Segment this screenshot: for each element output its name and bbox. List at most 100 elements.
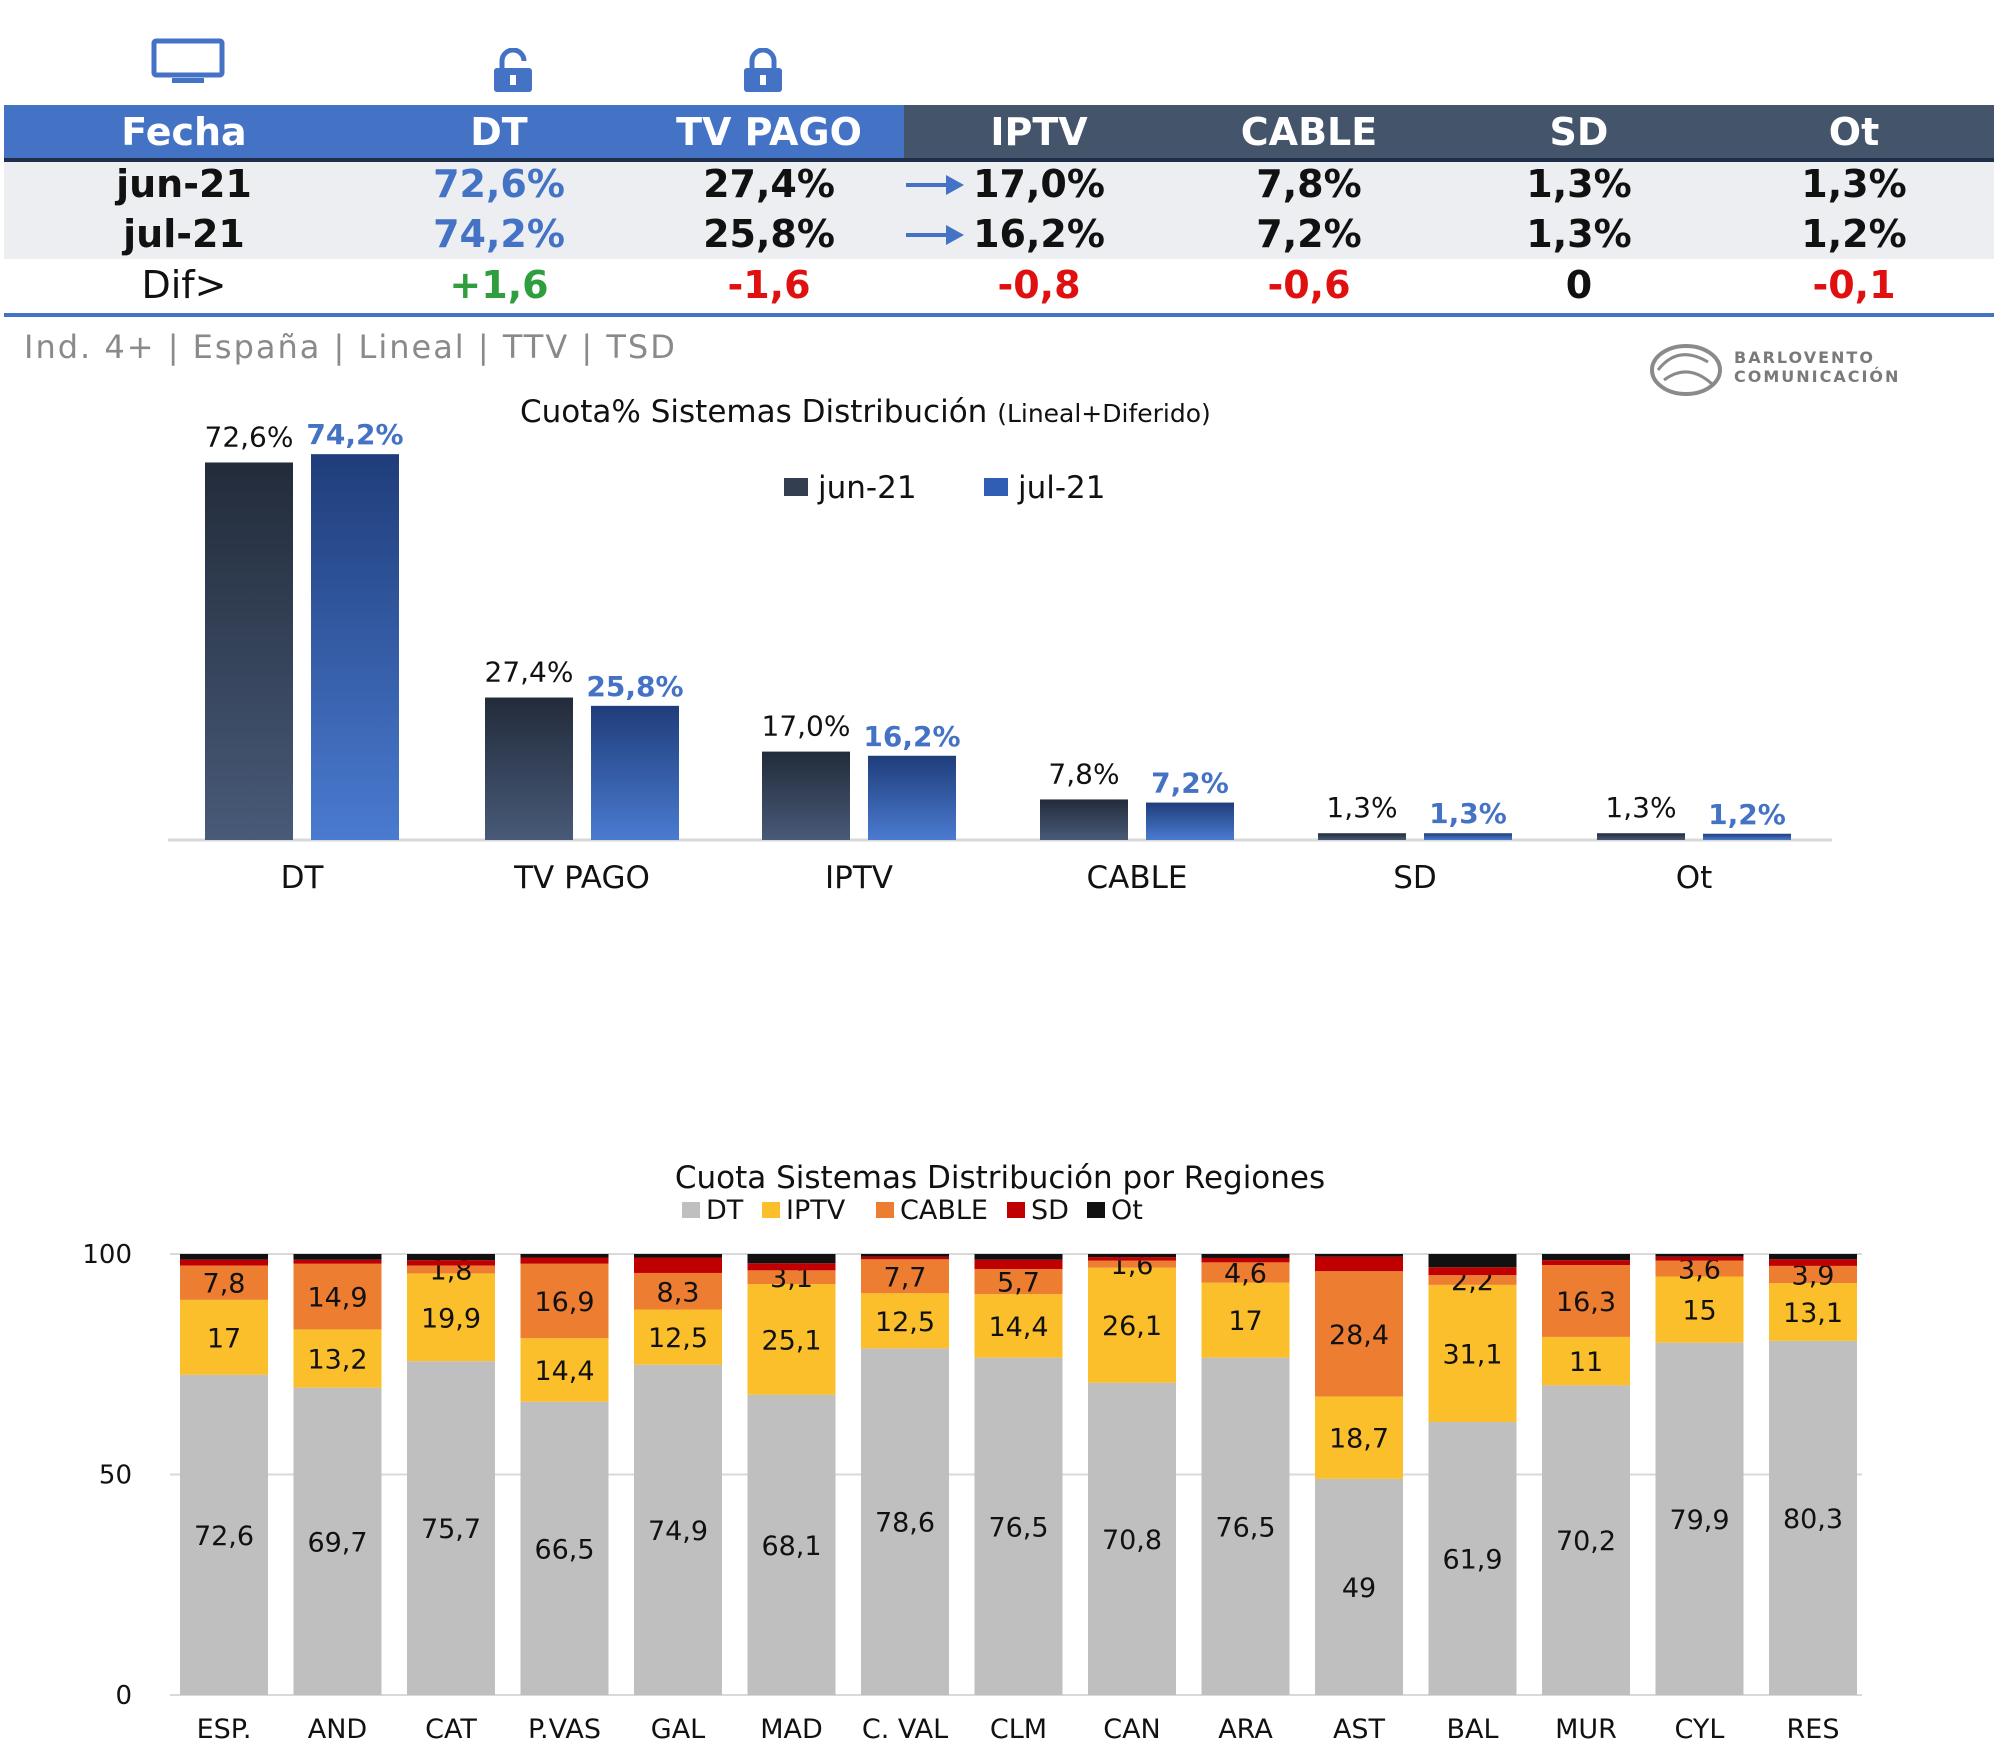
segment-IPTV-BAL: [1428, 1284, 1517, 1423]
segment-label-DT-CAN: 70,8: [1102, 1525, 1162, 1556]
cell-cable: 7,2%: [1174, 209, 1444, 259]
segment-label-IPTV-MAD: 25,1: [761, 1325, 821, 1356]
segment-CABLE-P.VAS: [520, 1263, 609, 1339]
segment-label-IPTV-C. VAL: 12,5: [875, 1307, 935, 1338]
segment-CABLE-CLM: [974, 1268, 1063, 1295]
category-label-CABLE: CABLE: [1087, 860, 1188, 896]
segment-label-DT-CAT: 75,7: [421, 1514, 481, 1545]
segment-label-IPTV-AND: 13,2: [307, 1345, 367, 1376]
data-label-jul-21-TV PAGO: 25,8%: [586, 670, 683, 703]
header-cable: CABLE: [1174, 105, 1444, 159]
cell-fecha: jul-21: [4, 209, 364, 259]
segment-SD-AND: [293, 1259, 382, 1264]
segment-CABLE-CYL: [1655, 1260, 1744, 1277]
segment-IPTV-ARA: [1201, 1282, 1290, 1358]
tv-icon: [151, 38, 225, 83]
segment-SD-CYL: [1655, 1256, 1744, 1261]
segment-label-DT-ESP.: 72,6: [194, 1521, 254, 1552]
cell-dt: 74,2%: [364, 209, 634, 259]
category-label-TV PAGO: TV PAGO: [513, 860, 650, 896]
data-label-jun-21-Ot: 1,3%: [1605, 791, 1676, 824]
segment-label-CABLE-C. VAL: 7,7: [884, 1262, 927, 1293]
legend-swatch-DT: [682, 1202, 700, 1218]
cell-sd: 1,3%: [1444, 209, 1714, 259]
segment-label-DT-BAL: 61,9: [1442, 1545, 1502, 1576]
segment-DT-P.VAS: [520, 1401, 609, 1695]
segment-IPTV-AST: [1315, 1396, 1403, 1479]
segment-Ot-MAD: [747, 1254, 836, 1264]
cell-cable: 7,8%: [1174, 159, 1444, 209]
segment-CABLE-CAT: [407, 1265, 495, 1274]
segment-Ot-P.VAS: [520, 1254, 609, 1258]
segment-label-IPTV-ARA: 17: [1228, 1306, 1262, 1337]
cell-iptv-value: 16,2%: [973, 212, 1105, 256]
regions-stacked-chart: Cuota Sistemas Distribución por Regiones…: [82, 1160, 1862, 1745]
region-label-P.VAS: P.VAS: [528, 1714, 601, 1745]
segment-IPTV-ESP.: [180, 1299, 268, 1375]
header-tvpago: TV PAGO: [634, 105, 904, 159]
segment-DT-CAN: [1088, 1382, 1176, 1695]
segment-DT-ESP.: [180, 1374, 268, 1695]
region-label-C. VAL: C. VAL: [862, 1714, 948, 1745]
arrow-right-icon: [906, 225, 964, 245]
lock-icon: [744, 48, 782, 92]
cell-tvpago: 27,4%: [634, 159, 904, 209]
bar-jul-21-DT: [311, 454, 399, 840]
legend-swatch-SD: [1007, 1202, 1025, 1218]
logo-icon: [1650, 344, 1722, 396]
cell-dt: 72,6%: [364, 159, 634, 209]
segment-label-DT-C. VAL: 78,6: [875, 1508, 935, 1539]
segment-CABLE-GAL: [634, 1272, 722, 1310]
cell-fecha: jun-21: [4, 159, 364, 209]
dif-cable: -0,6: [1174, 259, 1444, 311]
region-label-ARA: ARA: [1218, 1714, 1273, 1745]
legend-label-CABLE: CABLE: [900, 1195, 988, 1226]
logo-line2: COMUNICACIÓN: [1734, 367, 1901, 386]
cell-iptv: 16,2%: [904, 209, 1174, 259]
bar-jul-21-IPTV: [868, 755, 956, 840]
segment-label-CABLE-ARA: 4,6: [1224, 1259, 1267, 1290]
segment-CABLE-MUR: [1542, 1265, 1630, 1337]
data-label-jun-21-SD: 1,3%: [1326, 791, 1397, 824]
dif-sd: 0: [1444, 259, 1714, 311]
segment-IPTV-MAD: [747, 1283, 836, 1395]
table-icons: [0, 28, 2000, 108]
segment-CABLE-C. VAL: [861, 1259, 949, 1294]
segment-label-IPTV-CAT: 19,9: [421, 1303, 481, 1334]
region-label-CAT: CAT: [425, 1714, 477, 1745]
bar-jul-21-Ot: [1703, 833, 1791, 840]
segment-label-IPTV-P.VAS: 14,4: [534, 1356, 594, 1387]
region-label-MUR: MUR: [1555, 1714, 1617, 1745]
segment-label-CABLE-AND: 14,9: [307, 1283, 367, 1314]
data-label-jun-21-IPTV: 17,0%: [762, 710, 851, 743]
segment-CABLE-ESP.: [180, 1265, 268, 1300]
bar-jul-21-SD: [1424, 833, 1512, 840]
segment-Ot-MUR: [1542, 1254, 1630, 1261]
header-iptv: IPTV: [904, 105, 1174, 159]
segment-label-DT-MUR: 70,2: [1556, 1526, 1616, 1557]
segment-Ot-BAL: [1428, 1254, 1517, 1268]
segment-SD-AST: [1315, 1256, 1403, 1272]
logo-line1: BARLOVENTO: [1734, 348, 1875, 367]
segment-SD-P.VAS: [520, 1257, 609, 1264]
segment-label-CABLE-CLM: 5,7: [997, 1268, 1040, 1299]
segment-IPTV-MUR: [1542, 1336, 1630, 1386]
segment-DT-RES: [1769, 1340, 1857, 1695]
segment-Ot-GAL: [634, 1254, 722, 1258]
segment-DT-AND: [293, 1387, 382, 1695]
summary-table: Fecha DT TV PAGO IPTV CABLE SD Ot jun-21…: [4, 105, 1994, 311]
segment-Ot-ARA: [1201, 1254, 1290, 1258]
data-label-jul-21-DT: 74,2%: [306, 418, 403, 451]
data-label-jul-21-SD: 1,3%: [1429, 797, 1507, 830]
segment-label-IPTV-GAL: 12,5: [648, 1323, 708, 1354]
legend-label-IPTV: IPTV: [786, 1195, 846, 1226]
segment-IPTV-C. VAL: [861, 1293, 949, 1349]
audience-subtitle: Ind. 4+ | España | Lineal | TTV | TSD: [24, 328, 677, 366]
segment-SD-MUR: [1542, 1260, 1630, 1266]
segment-label-CABLE-ESP.: 7,8: [203, 1269, 246, 1300]
unlock-icon: [494, 48, 532, 92]
segment-DT-MAD: [747, 1394, 836, 1695]
segment-Ot-AND: [293, 1254, 382, 1260]
region-label-RES: RES: [1787, 1714, 1840, 1745]
segment-DT-ARA: [1201, 1357, 1290, 1695]
